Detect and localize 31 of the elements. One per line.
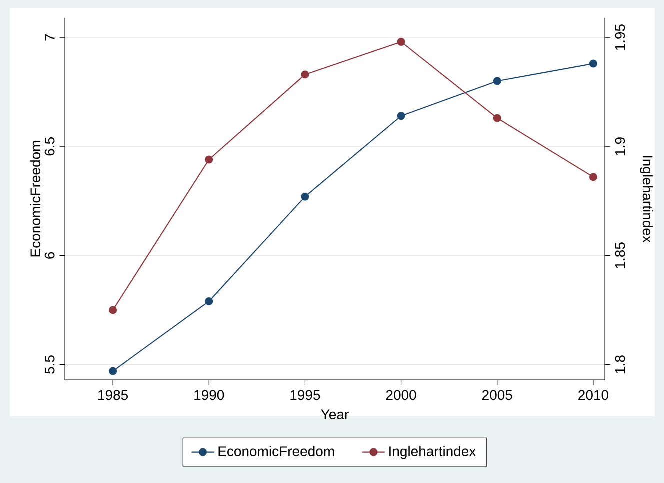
point [397,38,406,46]
point [109,367,118,376]
legend-label: Inglehartindex [390,446,476,460]
point [109,306,118,314]
y2-tick-label: 1.8 [615,356,626,374]
y-axis-title: EconomicFreedom [30,141,41,257]
point [205,297,214,306]
y-tick-label: 6.5 [44,138,55,156]
x-tick-label: 2005 [482,390,512,400]
point [301,70,310,79]
y2-tick-label: 1.9 [615,138,626,156]
x-tick-label: 1995 [290,390,320,400]
point [589,173,598,182]
x-tick-label: 1990 [194,390,224,400]
y-tick-label: 7 [45,34,55,41]
point [493,114,502,122]
x-axis-title: Year [321,410,349,420]
point [589,60,598,68]
y2-tick-label: 1.85 [615,242,626,268]
point [301,192,310,201]
y-tick-label: 5.5 [44,356,55,374]
point [493,77,502,86]
legend-label: EconomicFreedom [218,446,334,456]
y2-axis-title: Inglehartindex [640,156,654,243]
point [397,112,406,120]
x-tick-label: 2000 [386,390,416,400]
x-tick-label: 1985 [98,390,128,400]
y2-tick-label: 1.95 [615,24,626,50]
y-tick-label: 6 [44,252,55,259]
point [205,156,214,164]
x-tick-label: 2010 [578,390,608,400]
